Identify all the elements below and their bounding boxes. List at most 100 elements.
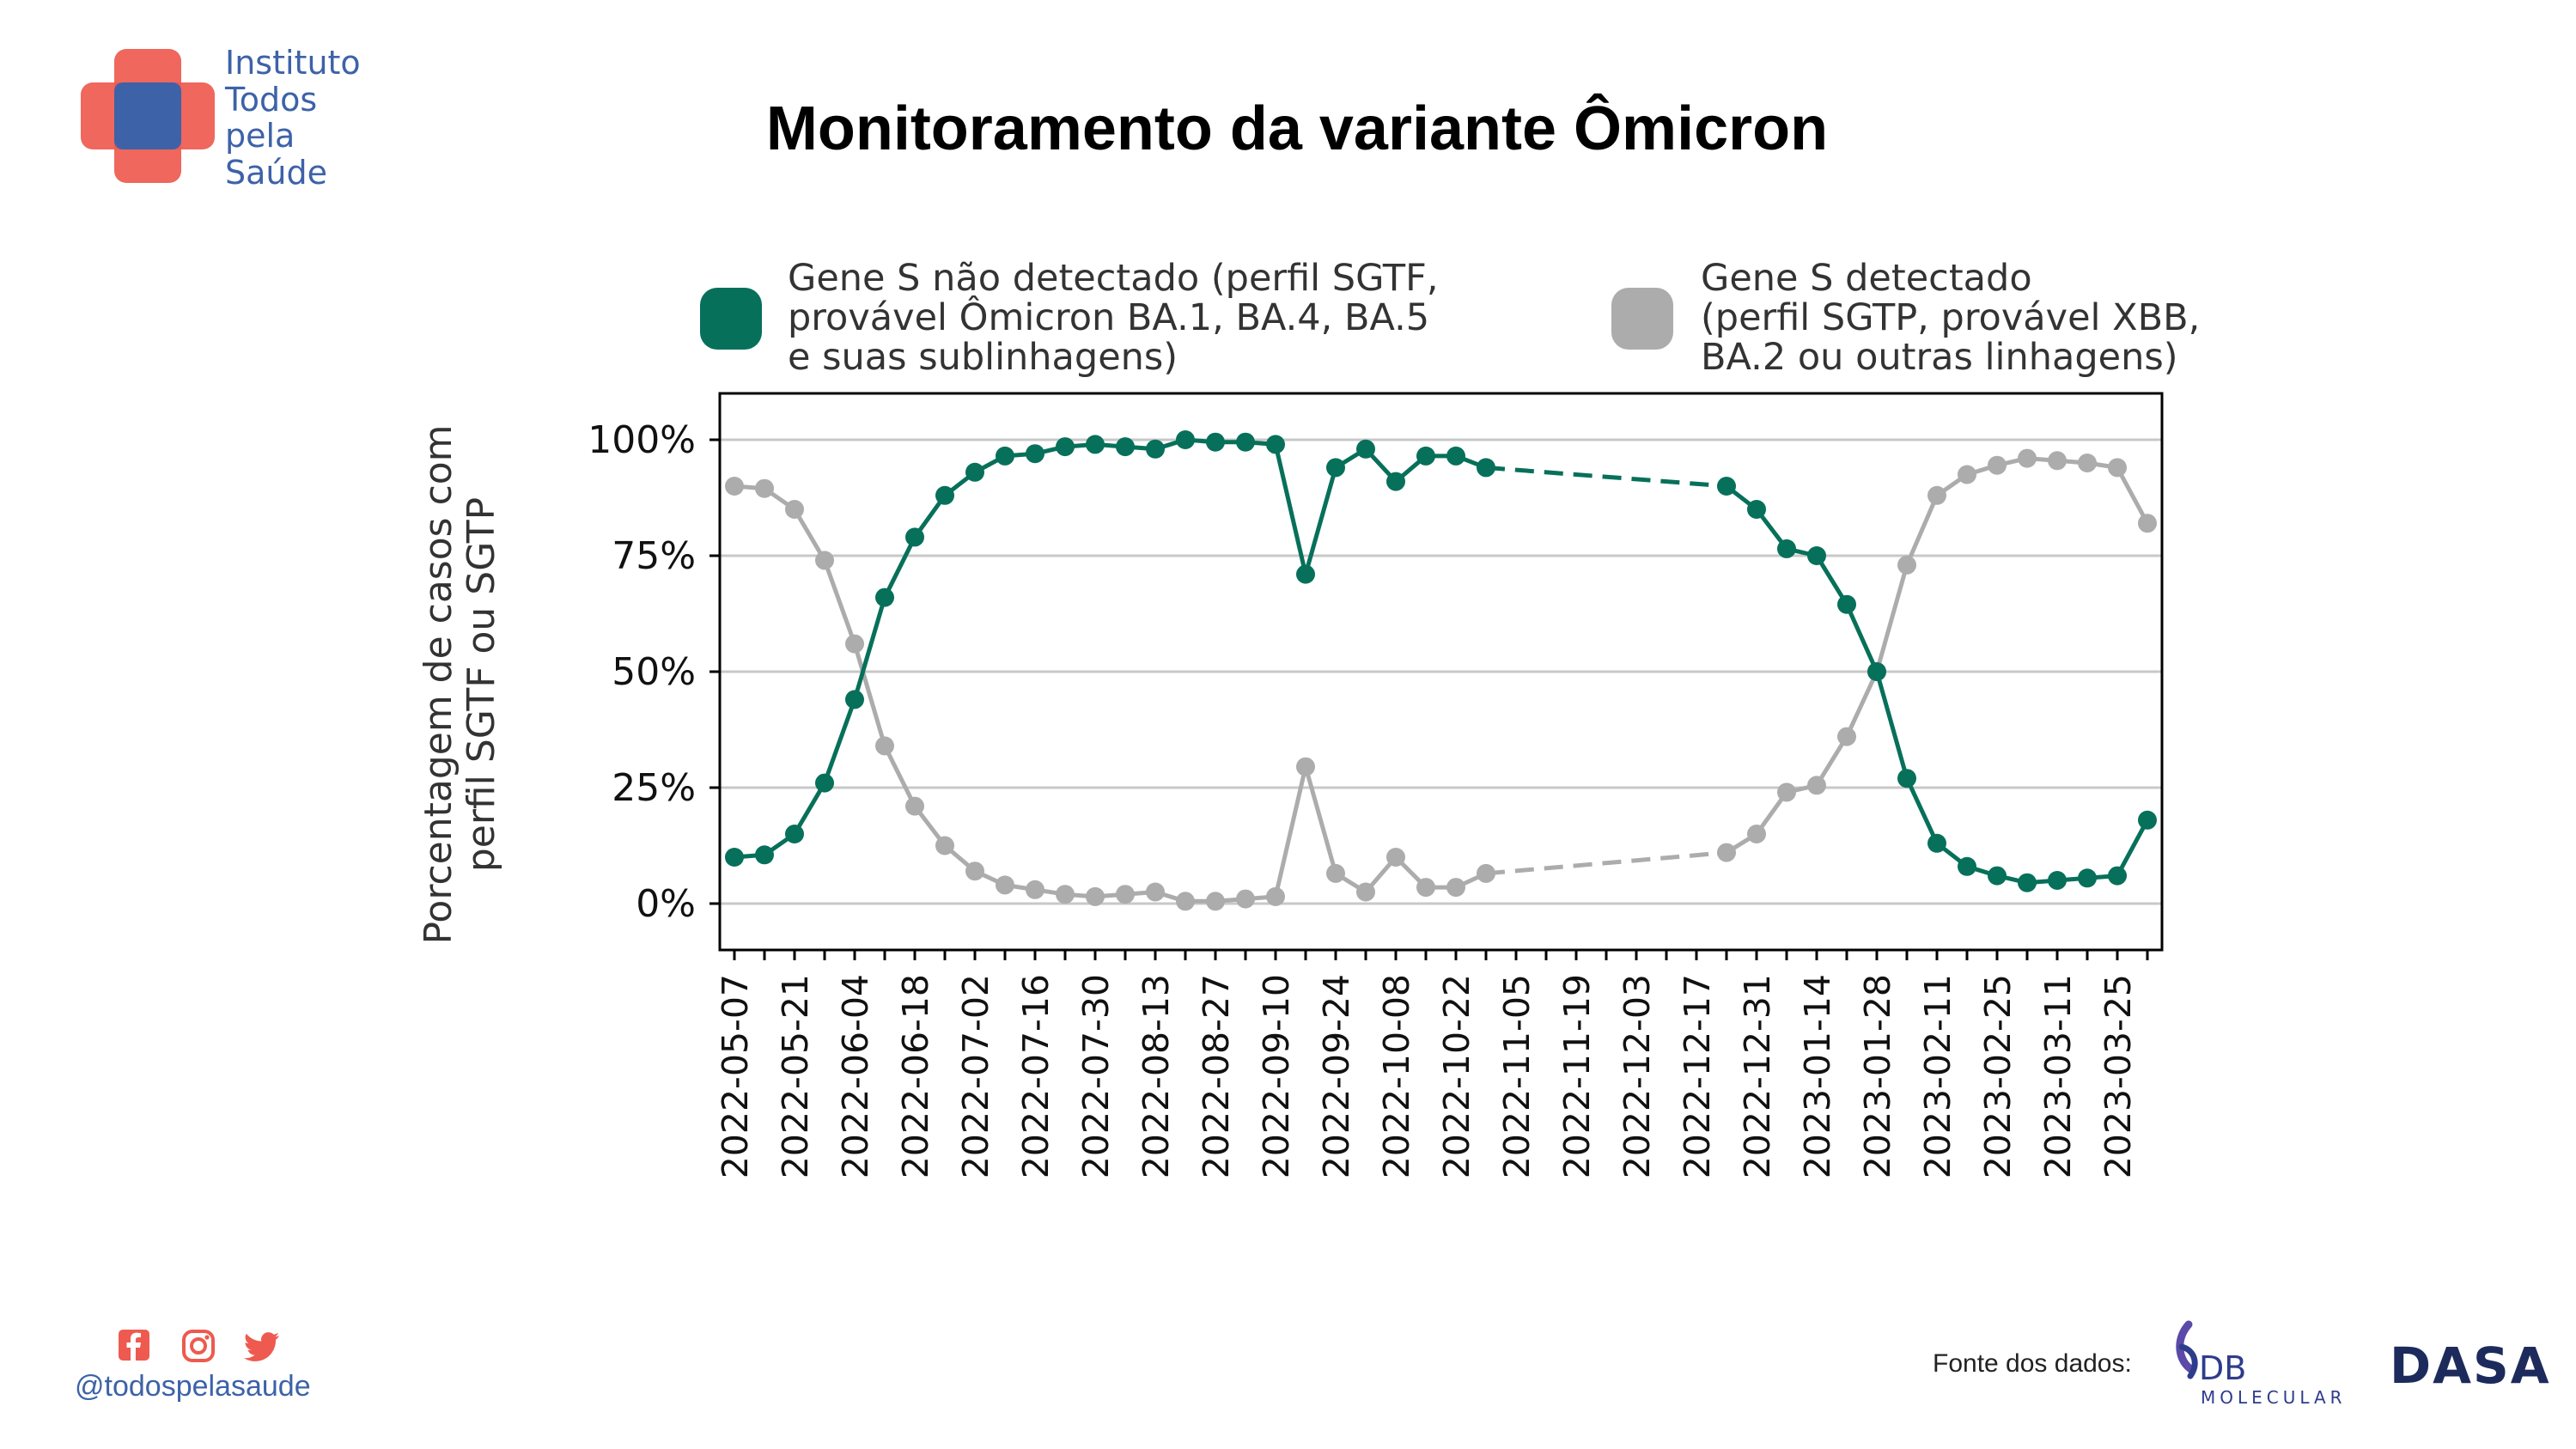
data-source: Fonte dos dados: DB MOLECULAR DASA (1933, 1320, 2551, 1408)
y-tick-label: 75% (612, 534, 696, 578)
data-point (1988, 866, 2007, 886)
legend-label-sgtp-line-2: (perfil SGTP, provável XBB, (1701, 296, 2200, 339)
data-point (2138, 514, 2157, 533)
x-tick-label: 2022-12-03 (1617, 974, 1658, 1178)
brand-name-line-2: Todos (224, 81, 317, 119)
data-point (1416, 446, 1435, 466)
social-links: @todospelasaude (75, 1330, 311, 1403)
data-point (935, 836, 954, 855)
social-handle[interactable]: @todospelasaude (75, 1370, 311, 1403)
brand-logo: Instituto Todos pela Saúde (81, 44, 361, 192)
legend-label-sgtp-line-3: BA.2 ou outras linhagens) (1701, 336, 2178, 379)
data-point (1116, 437, 1135, 457)
source-label: Fonte dos dados: (1933, 1349, 2132, 1378)
x-tick-label: 2022-09-10 (1256, 974, 1297, 1178)
legend-label-sgtf-line-1: Gene S não detectado (perfil SGTF, (788, 257, 1439, 300)
data-point (2048, 871, 2067, 890)
legend-swatch-sgtp (1611, 288, 1673, 350)
data-point (2018, 873, 2037, 892)
instagram-icon[interactable] (182, 1330, 215, 1362)
data-point (905, 796, 924, 816)
x-tick-label: 2022-05-21 (775, 974, 816, 1178)
twitter-icon[interactable] (244, 1332, 279, 1361)
data-point (1958, 856, 1976, 876)
x-tick-label: 2022-10-22 (1436, 974, 1477, 1178)
data-point (996, 446, 1014, 466)
plot-area: 0%25%50%75%100% 2022-05-07 2022-05-21 2022… (588, 392, 2164, 1178)
data-point (1356, 882, 1375, 902)
x-tick-label: 2022-08-27 (1196, 974, 1237, 1178)
data-point (2078, 868, 2097, 888)
db-molecular-logo: DB MOLECULAR (2176, 1320, 2347, 1408)
data-point (725, 477, 744, 496)
data-point (905, 527, 924, 547)
data-point (1146, 882, 1165, 902)
data-point (2108, 866, 2127, 886)
data-point (2108, 458, 2127, 478)
data-point (1747, 500, 1766, 519)
data-point (1026, 880, 1044, 899)
data-point (1927, 833, 1946, 853)
data-point (1206, 432, 1225, 452)
legend-label-sgtf-line-2: provável Ômicron BA.1, BA.4, BA.5 (788, 295, 1429, 339)
molecular-logo-text: MOLECULAR (2201, 1387, 2347, 1408)
y-axis-label: Porcentagem de casos com perfil SGTF ou … (417, 424, 503, 944)
data-point (1326, 458, 1345, 478)
dasa-logo: DASA (2390, 1336, 2551, 1395)
x-tick-label: 2022-11-05 (1496, 974, 1538, 1178)
dasa-logo-text: DASA (2390, 1336, 2551, 1395)
data-point (2138, 810, 2157, 830)
y-tick-label: 50% (612, 650, 696, 694)
data-point (996, 875, 1014, 895)
data-point (1356, 439, 1375, 459)
legend-swatch-sgtf (700, 288, 762, 350)
data-point (1386, 472, 1405, 491)
data-point (1206, 892, 1225, 911)
data-point (1988, 455, 2007, 475)
data-point (1747, 825, 1766, 843)
data-point (815, 773, 834, 793)
x-tick-label: 2023-03-25 (2098, 974, 2139, 1178)
x-tick-label: 2022-07-30 (1075, 974, 1117, 1178)
data-point (1837, 594, 1856, 614)
y-axis-label-line-2: perfil SGTF ou SGTP (460, 497, 503, 872)
data-point (1236, 889, 1255, 909)
data-point (965, 462, 984, 482)
x-axis: 2022-05-07 2022-05-21 2022-06-04 2022-06-18… (715, 950, 2149, 1178)
data-point (1416, 878, 1435, 898)
y-tick-label: 0% (636, 882, 696, 926)
x-tick-label: 2022-07-02 (955, 974, 996, 1178)
x-tick-label: 2022-06-18 (895, 974, 936, 1178)
data-point (1477, 863, 1495, 883)
data-point (1446, 446, 1465, 466)
data-point (1837, 727, 1856, 746)
data-point (1326, 863, 1345, 883)
data-point (1266, 435, 1285, 454)
x-tick-label: 2022-09-24 (1316, 974, 1357, 1178)
data-point (1086, 886, 1105, 906)
data-point (845, 690, 864, 709)
x-tick-label: 2023-02-25 (1977, 974, 2019, 1178)
facebook-icon[interactable] (119, 1330, 149, 1361)
data-point (1056, 437, 1075, 457)
series-line-dashed (1485, 465, 1727, 489)
gridlines (720, 438, 2162, 905)
series-line (734, 484, 1488, 904)
x-tick-label: 2022-06-04 (835, 974, 876, 1178)
data-point (1477, 458, 1495, 478)
data-point (785, 500, 804, 519)
data-point (1176, 430, 1195, 449)
brand-name-line-1: Instituto (225, 44, 361, 82)
y-tick-label: 100% (588, 418, 696, 462)
data-point (875, 588, 894, 607)
data-point (1116, 885, 1135, 904)
data-point (815, 551, 834, 570)
x-tick-label: 2023-02-11 (1917, 974, 1958, 1178)
data-point (1807, 546, 1826, 565)
series-sgtf (725, 430, 2157, 892)
data-point (1717, 477, 1736, 496)
data-point (1296, 757, 1315, 776)
data-point (1056, 885, 1075, 904)
brand-name-line-3: pela (225, 117, 295, 155)
data-point (1236, 432, 1255, 452)
